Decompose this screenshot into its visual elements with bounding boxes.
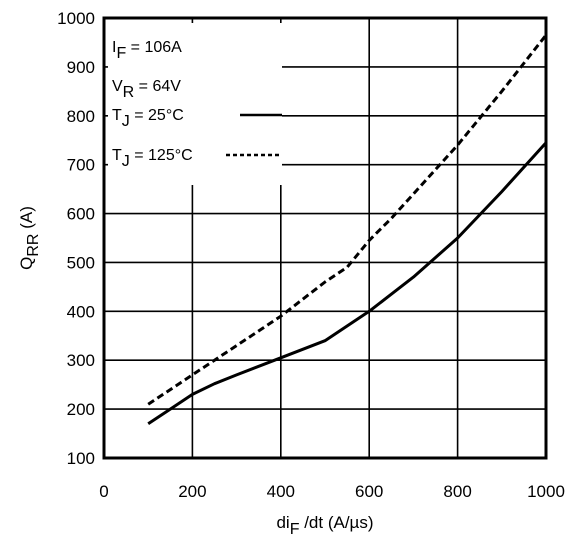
y-axis-label-main: Q xyxy=(17,257,36,270)
x-tick-label-3: 600 xyxy=(355,482,383,501)
legend-label-0: TJ = 25°C xyxy=(112,107,184,130)
y-tick-label-8: 900 xyxy=(67,58,95,77)
y-axis-label-sub: RR xyxy=(25,234,42,257)
condition-current: IF = 106A xyxy=(112,39,182,62)
x-tick-label-5: 1000 xyxy=(527,482,565,501)
y-tick-label-1: 200 xyxy=(67,400,95,419)
y-tick-label-5: 600 xyxy=(67,205,95,224)
y-tick-label-3: 400 xyxy=(67,302,95,321)
y-tick-label-2: 300 xyxy=(67,351,95,370)
y-tick-label-4: 500 xyxy=(67,253,95,272)
series-line-0 xyxy=(147,141,548,426)
x-axis-label: diF /dt (A/µs) xyxy=(276,513,373,538)
x-axis-label-sub: F xyxy=(290,521,300,538)
x-tick-label-1: 200 xyxy=(178,482,206,501)
y-tick-label-9: 1000 xyxy=(57,9,95,28)
legend: IF = 106A VR = 64V TJ = 25°C TJ = 125°C xyxy=(112,39,282,170)
y-tick-label-0: 100 xyxy=(67,449,95,468)
x-axis-label-main: di xyxy=(276,513,289,532)
x-tick-label-2: 400 xyxy=(267,482,295,501)
y-tick-labels: 100 200 300 400 500 600 700 800 900 1000 xyxy=(57,9,95,468)
condition-voltage: VR = 64V xyxy=(112,78,181,101)
x-axis-label-rest: /dt (A/µs) xyxy=(299,513,373,532)
y-axis-label-rest: (A) xyxy=(17,206,36,233)
series-layer xyxy=(147,34,548,426)
y-axis-label: QRR (A) xyxy=(17,206,42,270)
legend-label-1: TJ = 125°C xyxy=(112,147,193,170)
x-tick-label-4: 800 xyxy=(443,482,471,501)
legend-background xyxy=(108,23,282,185)
y-tick-label-6: 700 xyxy=(67,156,95,175)
plot-frame xyxy=(102,16,548,460)
series-line-1 xyxy=(147,34,548,406)
x-tick-label-0: 0 xyxy=(99,482,108,501)
x-tick-labels: 0 200 400 600 800 1000 xyxy=(99,482,565,501)
y-tick-label-7: 800 xyxy=(67,107,95,126)
